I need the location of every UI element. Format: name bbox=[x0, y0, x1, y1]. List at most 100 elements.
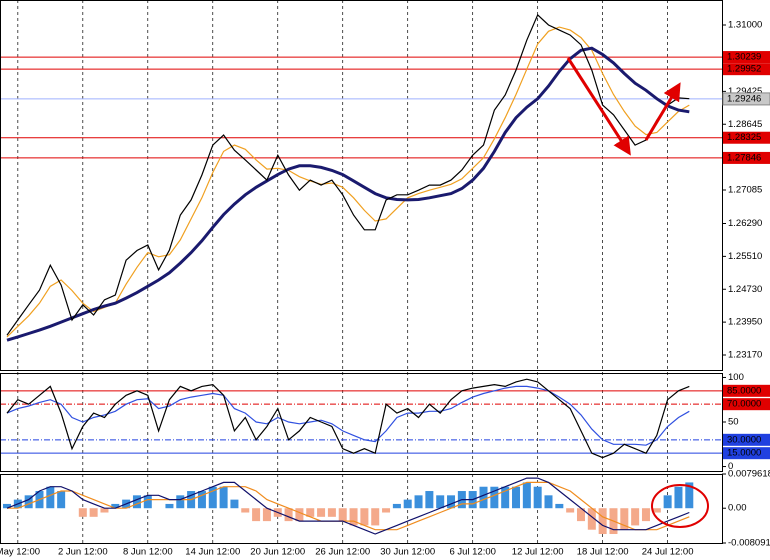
y-tick-label: 1.26290 bbox=[728, 218, 762, 229]
histogram-bar bbox=[501, 486, 510, 509]
series-line bbox=[7, 481, 690, 531]
series-line bbox=[6, 477, 690, 535]
histogram-bar bbox=[544, 495, 553, 509]
level-label-box bbox=[723, 131, 770, 144]
histogram-bar bbox=[100, 508, 109, 513]
histogram-bar bbox=[641, 508, 650, 522]
y-tick-label: 50 bbox=[728, 417, 739, 428]
level-label-box bbox=[723, 63, 770, 76]
y-tick-label: 1.24730 bbox=[728, 284, 762, 295]
histogram-bar bbox=[533, 486, 542, 509]
x-tick-label: 30 Jun 12:00 bbox=[380, 547, 435, 558]
histogram-bar bbox=[674, 486, 683, 509]
level-label: 1.28325 bbox=[727, 132, 761, 143]
level-label-box bbox=[723, 51, 770, 64]
x-tick-label: 6 Jul 12:00 bbox=[449, 547, 495, 558]
histogram-bar bbox=[598, 508, 607, 535]
down-arrow bbox=[566, 57, 631, 156]
y-tick-label: 0.0079618 bbox=[728, 469, 770, 480]
histogram-bar bbox=[414, 495, 423, 509]
macd-panel-frame bbox=[0, 474, 723, 544]
level-label-box bbox=[723, 384, 770, 397]
histogram-bar bbox=[490, 486, 499, 509]
y-tick-label: 1.27085 bbox=[728, 185, 762, 196]
level-label-box bbox=[723, 447, 770, 460]
histogram-bar bbox=[219, 486, 228, 509]
y-tick-label: 0.00 bbox=[728, 503, 747, 514]
x-tick-label: 8 Jun 12:00 bbox=[123, 547, 173, 558]
annotations bbox=[566, 57, 709, 528]
x-tick-label: May 12:00 bbox=[0, 547, 40, 558]
histogram-bar bbox=[425, 491, 434, 509]
histogram-bar bbox=[3, 503, 11, 509]
histogram-bar bbox=[555, 503, 564, 509]
histogram-bar bbox=[78, 508, 87, 517]
histogram-bar bbox=[57, 491, 66, 509]
x-tick-label: 2 Jun 12:00 bbox=[58, 547, 108, 558]
level-label: 70.0000 bbox=[727, 399, 761, 410]
level-label: 15.0000 bbox=[727, 448, 761, 459]
y-tick-label: 1.28645 bbox=[728, 119, 762, 130]
histogram-bar bbox=[24, 495, 33, 509]
histogram-bar bbox=[522, 482, 531, 509]
level-label: 30.0000 bbox=[727, 434, 761, 445]
level-label-box bbox=[723, 433, 770, 446]
histogram-bar bbox=[652, 508, 661, 513]
last-price-label: 1.29246 bbox=[727, 93, 761, 104]
histogram-bar bbox=[317, 508, 326, 517]
x-tick-label: 18 Jul 12:00 bbox=[577, 547, 629, 558]
x-tick-label: 12 Jul 12:00 bbox=[512, 547, 564, 558]
histogram-bar bbox=[111, 503, 120, 509]
histogram-bar bbox=[392, 503, 401, 509]
series-line bbox=[6, 385, 690, 446]
histogram-bar bbox=[306, 508, 315, 517]
histogram-bar bbox=[252, 508, 261, 522]
series-line bbox=[6, 26, 690, 338]
y-tick-label: 100 bbox=[728, 372, 744, 383]
y-tick-label: 1.25510 bbox=[728, 251, 762, 262]
level-label: 1.29952 bbox=[727, 64, 761, 75]
histogram-bar bbox=[89, 508, 98, 517]
level-label-box bbox=[723, 151, 770, 164]
level-label-box bbox=[723, 398, 770, 411]
histogram-bar bbox=[576, 508, 585, 522]
series-line bbox=[6, 46, 690, 342]
histogram-bar bbox=[685, 482, 694, 509]
histogram-bar bbox=[295, 508, 304, 522]
histogram-bar bbox=[371, 508, 380, 526]
histogram-bar bbox=[46, 486, 55, 509]
histogram-bar bbox=[165, 503, 174, 509]
histogram-bar bbox=[143, 495, 152, 509]
x-tick-label: 24 Jul 12:00 bbox=[642, 547, 694, 558]
level-label: 1.30239 bbox=[727, 52, 761, 63]
histogram-bar bbox=[663, 495, 672, 509]
histogram-bar bbox=[360, 508, 369, 526]
highlight-circle bbox=[651, 484, 709, 528]
histogram-bar bbox=[241, 508, 250, 513]
series-line bbox=[6, 378, 690, 459]
histogram-bar bbox=[132, 495, 141, 509]
histogram-bar bbox=[230, 499, 239, 509]
histogram-bar bbox=[620, 508, 629, 530]
y-tick-label: 0 bbox=[728, 461, 733, 472]
histogram-bar bbox=[327, 508, 336, 517]
level-label: 1.27846 bbox=[727, 152, 761, 163]
histogram-bar bbox=[436, 495, 445, 509]
histogram-bar bbox=[349, 508, 358, 526]
histogram-bar bbox=[176, 495, 185, 509]
last-price-box bbox=[722, 92, 770, 106]
y-tick-label: -0.0080917 bbox=[728, 538, 770, 549]
histogram-bar bbox=[284, 508, 293, 522]
x-tick-label: 26 Jun 12:00 bbox=[315, 547, 370, 558]
histogram-bar bbox=[566, 508, 575, 513]
main-panel-frame bbox=[0, 0, 723, 371]
histogram-bar bbox=[262, 508, 271, 522]
series-line bbox=[6, 13, 690, 336]
up-arrow bbox=[644, 82, 681, 141]
y-tick-label: 1.23950 bbox=[728, 317, 762, 328]
histogram-bar bbox=[197, 491, 206, 509]
histogram-bar bbox=[447, 495, 456, 509]
histogram-bar bbox=[403, 499, 412, 509]
